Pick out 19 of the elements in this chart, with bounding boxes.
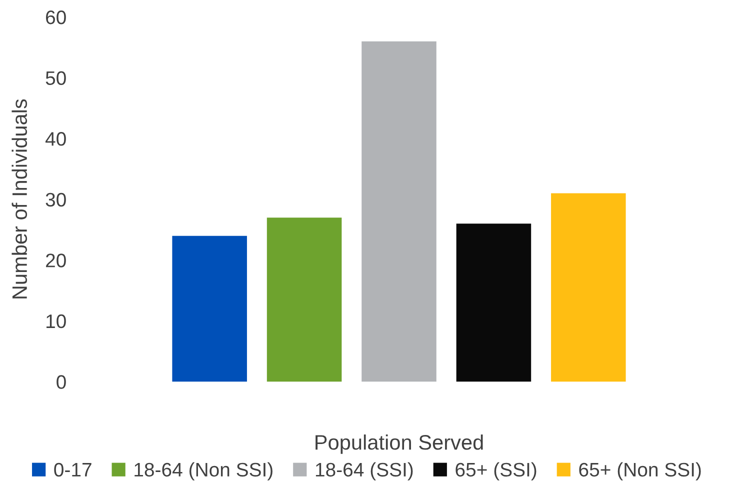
bar xyxy=(362,41,436,382)
y-tick-label: 10 xyxy=(46,314,66,328)
y-tick-label: 50 xyxy=(46,71,66,86)
legend-label: 65+ (SSI) xyxy=(456,462,536,480)
legend-label: 18-64 (Non SSI) xyxy=(134,462,272,480)
bar xyxy=(456,224,532,382)
y-tick-label: 30 xyxy=(46,192,66,207)
y-tick-label: 60 xyxy=(46,10,66,24)
y-axis-title: Number of Individuals xyxy=(12,99,28,298)
legend-label: 65+ (Non SSI) xyxy=(579,462,701,480)
bar xyxy=(172,236,247,382)
y-tick-label: 40 xyxy=(45,132,66,146)
y-tick-label: 20 xyxy=(46,254,66,268)
legend-label: 18-64 (SSI) xyxy=(316,462,413,480)
bar xyxy=(266,218,342,382)
x-axis-title: Population Served xyxy=(316,434,483,454)
legend-label: 0-17 xyxy=(54,462,92,477)
bar xyxy=(551,193,626,382)
y-tick-label: 0 xyxy=(56,375,66,389)
